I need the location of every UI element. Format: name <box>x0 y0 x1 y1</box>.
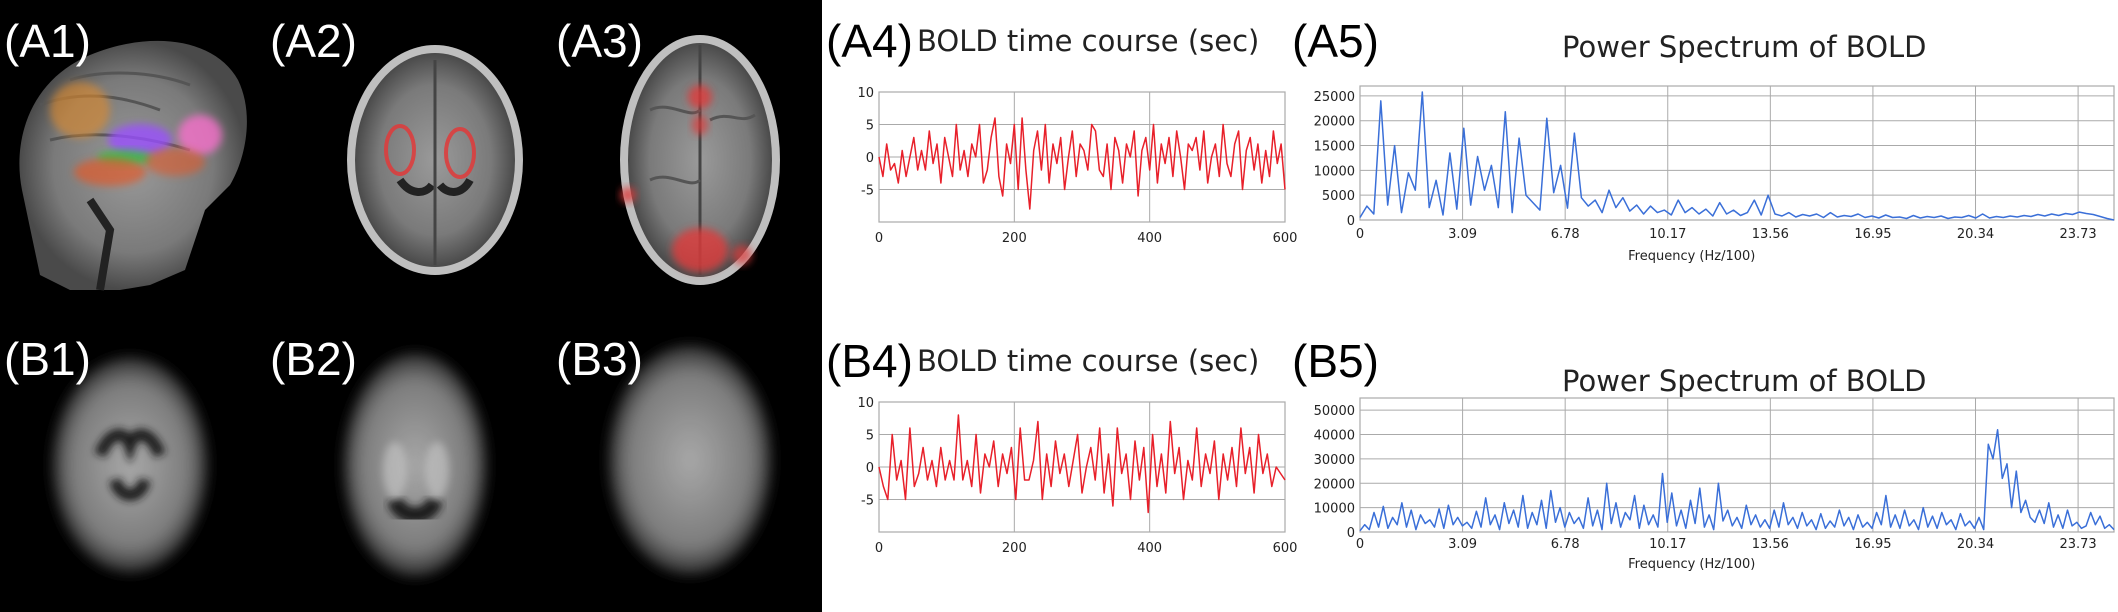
chart-b4-bold-time-course: 0 200 400 600 10 5 0 -5 <box>857 396 1297 556</box>
brain-image-a2-axial <box>347 45 523 275</box>
y-tick-label: 5000 <box>1322 189 1355 204</box>
panel-label-b1: (B1) <box>4 333 91 385</box>
chart-a5-power-spectrum: 0 3.09 6.78 10.17 13.56 16.95 20.34 23.73 25000 2… <box>1314 85 2115 264</box>
y-tick-label: 10 <box>857 396 874 411</box>
y-tick-label: 5 <box>866 429 874 444</box>
chart-title-a4: BOLD time course (sec) <box>917 24 1260 58</box>
y-tick-label: 0 <box>1347 526 1355 541</box>
x-axis-label: Frequency (Hz/100) <box>1628 249 1755 264</box>
chart-title-b4: BOLD time course (sec) <box>917 344 1260 378</box>
chart-b5-power-spectrum: 0 3.09 6.78 10.17 13.56 16.95 20.34 23.73 50000 4… <box>1314 397 2115 572</box>
x-tick-label: 400 <box>1137 231 1162 246</box>
y-tick-label: 25000 <box>1314 90 1355 105</box>
x-tick-label: 23.73 <box>2059 537 2096 552</box>
panel-label-b3: (B3) <box>556 333 643 385</box>
panel-label-a3: (A3) <box>556 15 643 67</box>
x-tick-label: 0 <box>875 541 883 556</box>
brain-image-b2-epi <box>343 353 487 577</box>
x-tick-label: 6.78 <box>1551 227 1580 242</box>
x-tick-label: 13.56 <box>1752 537 1789 552</box>
brain-images-panel: (A1) (A2) (A3) (B1) (B2) (B3) <box>0 0 822 612</box>
x-tick-label: 200 <box>1002 231 1027 246</box>
y-tick-label: 0 <box>866 461 874 476</box>
y-tick-label: 15000 <box>1314 140 1355 155</box>
x-tick-label: 16.95 <box>1854 227 1891 242</box>
y-tick-label: 10 <box>857 86 874 101</box>
panel-label-a5: (A5) <box>1292 15 1379 67</box>
y-tick-label: 0 <box>1347 214 1355 229</box>
y-tick-label: 50000 <box>1314 404 1355 419</box>
brain-image-a3-axial <box>620 35 780 285</box>
x-tick-label: 6.78 <box>1551 537 1580 552</box>
plot-frame <box>1359 85 2115 221</box>
x-tick-label: 10.17 <box>1649 537 1686 552</box>
y-tick-label: 20000 <box>1314 477 1355 492</box>
y-tick-label: 0 <box>866 151 874 166</box>
series-line <box>878 414 1286 514</box>
series-line <box>1359 428 2115 532</box>
y-tick-label: 10000 <box>1314 502 1355 517</box>
panel-label-a1: (A1) <box>4 15 91 67</box>
chart-title-b5: Power Spectrum of BOLD <box>1562 364 1927 398</box>
x-tick-label: 13.56 <box>1752 227 1789 242</box>
panel-label-a4: (A4) <box>826 15 913 67</box>
series-line <box>878 117 1286 210</box>
plot-frame <box>1359 397 2115 533</box>
chart-a4-bold-time-course: 0 200 400 600 10 5 0 -5 <box>857 86 1297 246</box>
x-tick-label: 0 <box>1356 227 1364 242</box>
y-tick-label: 40000 <box>1314 429 1355 444</box>
series-line <box>1359 91 2115 221</box>
x-tick-label: 200 <box>1002 541 1027 556</box>
panel-label-b4: (B4) <box>826 335 913 387</box>
y-tick-label: -5 <box>861 494 874 509</box>
panel-label-a2: (A2) <box>270 15 357 67</box>
x-tick-label: 16.95 <box>1854 537 1891 552</box>
y-tick-label: 5 <box>866 119 874 134</box>
brain-image-a1-sagittal <box>19 40 247 291</box>
y-tick-label: -5 <box>861 184 874 199</box>
x-tick-label: 0 <box>875 231 883 246</box>
x-axis-label: Frequency (Hz/100) <box>1628 557 1755 572</box>
y-tick-label: 10000 <box>1314 164 1355 179</box>
x-tick-label: 10.17 <box>1649 227 1686 242</box>
x-tick-label: 3.09 <box>1448 227 1477 242</box>
x-tick-label: 600 <box>1273 231 1298 246</box>
brain-image-b3-epi <box>608 345 772 575</box>
brain-image-b1-epi <box>52 357 208 573</box>
x-tick-label: 23.73 <box>2059 227 2096 242</box>
x-tick-label: 600 <box>1273 541 1298 556</box>
y-tick-label: 20000 <box>1314 115 1355 130</box>
y-tick-label: 30000 <box>1314 453 1355 468</box>
x-tick-label: 400 <box>1137 541 1162 556</box>
x-tick-label: 0 <box>1356 537 1364 552</box>
x-tick-label: 20.34 <box>1957 227 1994 242</box>
panel-label-b5: (B5) <box>1292 335 1379 387</box>
x-tick-label: 20.34 <box>1957 537 1994 552</box>
x-tick-label: 3.09 <box>1448 537 1477 552</box>
brain-images <box>19 35 780 577</box>
panel-label-b2: (B2) <box>270 333 357 385</box>
chart-title-a5: Power Spectrum of BOLD <box>1562 30 1927 64</box>
